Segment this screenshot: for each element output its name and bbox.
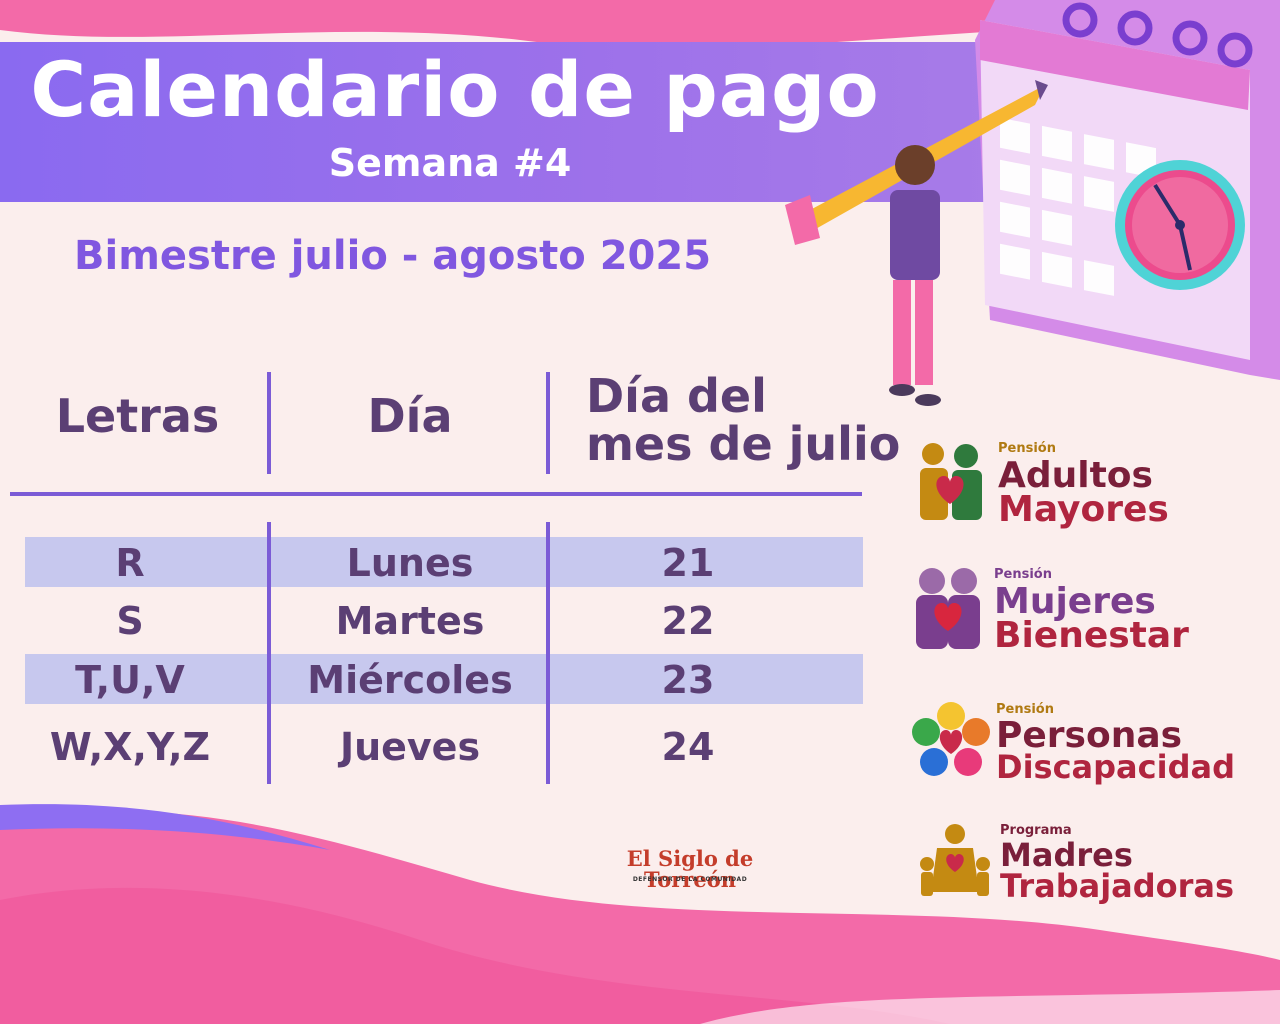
cell-letras: T,U,V [75, 658, 185, 702]
logo-adultos-line2: Mayores [998, 489, 1169, 530]
logo-madres-line1: Madres [1000, 836, 1133, 874]
logo-mujeres-line1: Mujeres [994, 581, 1156, 622]
disability-flower-icon [912, 702, 990, 776]
body-divider-1 [267, 522, 271, 784]
person-with-pencil-icon [785, 80, 1048, 406]
logo-adultos-line1: Adultos [998, 455, 1153, 496]
column-header-dia-del-mes-line1: Día del [586, 369, 767, 423]
logo-madres-small: Programa [1000, 823, 1072, 838]
header-band [0, 42, 990, 202]
page-title: Calendario de pago [30, 45, 880, 134]
logo-mujeres-line2: Bienestar [994, 615, 1189, 656]
cell-letras: W,X,Y,Z [49, 725, 211, 769]
column-header-letras: Letras [55, 389, 220, 443]
logo-mujeres-small: Pensión [994, 567, 1052, 582]
cell-letras: S [116, 599, 144, 643]
header-divider-2 [546, 372, 550, 474]
publisher-logo: El Siglo de Torreón [626, 846, 754, 892]
clock-icon [1115, 160, 1245, 290]
row-highlight-3 [25, 654, 863, 704]
body-divider-2 [546, 522, 550, 784]
cell-dia: Lunes [346, 541, 474, 585]
mother-children-icon [920, 824, 990, 896]
elderly-couple-heart-icon [920, 443, 982, 520]
logo-personas-line2: Discapacidad [996, 748, 1235, 786]
page-subtitle: Semana #4 [328, 141, 572, 185]
cell-fecha: 22 [661, 599, 715, 643]
cell-fecha: 24 [661, 725, 715, 769]
logo-madres-line2: Trabajadoras [1000, 867, 1235, 905]
cell-letras: R [115, 541, 145, 585]
cell-dia: Jueves [339, 725, 481, 769]
column-header-dia-del-mes-line2: mes de julio [586, 417, 901, 472]
logo-personas-line1: Personas [996, 715, 1183, 756]
cell-fecha: 21 [661, 541, 715, 585]
cell-fecha: 23 [661, 658, 715, 702]
calendar-illustration [785, 0, 1280, 406]
cell-dia: Martes [335, 599, 485, 643]
logo-personas-small: Pensión [996, 702, 1054, 717]
row-highlight-1 [25, 537, 863, 587]
women-heart-icon [916, 568, 980, 649]
header-underline [10, 492, 862, 496]
column-header-dia: Día [367, 389, 453, 443]
column-header-dia-del-mes: Día del mes de julio [586, 372, 906, 469]
publisher-tagline: DEFENSOR DE LA COMUNIDAD [632, 876, 748, 883]
header-divider-1 [267, 372, 271, 474]
period-label: Bimestre julio - agosto 2025 [74, 233, 712, 279]
cell-dia: Miércoles [307, 658, 513, 702]
logo-adultos-small: Pensión [998, 441, 1056, 456]
